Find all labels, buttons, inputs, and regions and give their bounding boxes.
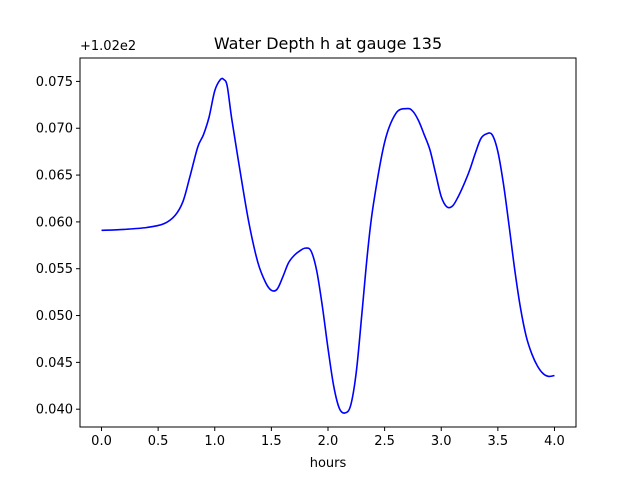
chart-title: Water Depth h at gauge 135 bbox=[214, 34, 442, 53]
y-offset-label: +1.02e2 bbox=[80, 39, 136, 54]
x-tick-label: 0.0 bbox=[91, 434, 112, 449]
series-line bbox=[101, 77, 555, 414]
x-tick-label: 4.0 bbox=[544, 434, 565, 449]
x-ticks: 0.0 0.5 1.0 1.5 2.0 2.5 3.0 3.5 4.0 bbox=[91, 427, 565, 449]
y-tick-label: 0.070 bbox=[36, 122, 73, 137]
x-tick-label: 3.5 bbox=[488, 434, 509, 449]
y-tick-label: 0.060 bbox=[36, 215, 73, 230]
y-tick-label: 0.075 bbox=[36, 75, 73, 90]
x-tick-label: 1.0 bbox=[204, 434, 225, 449]
y-tick-label: 0.050 bbox=[36, 309, 73, 324]
x-tick-label: 2.0 bbox=[318, 434, 339, 449]
plot-frame bbox=[79, 57, 577, 428]
y-ticks: 0.040 0.045 0.050 0.055 0.060 0.065 0.070 0.075 bbox=[36, 75, 80, 418]
y-tick-label: 0.040 bbox=[36, 403, 73, 418]
y-tick-label: 0.045 bbox=[36, 356, 73, 371]
y-tick-label: 0.065 bbox=[36, 169, 73, 184]
x-tick-label: 1.5 bbox=[261, 434, 282, 449]
y-tick-label: 0.055 bbox=[36, 262, 73, 277]
data-lines bbox=[101, 77, 555, 414]
x-tick-label: 2.5 bbox=[374, 434, 395, 449]
x-tick-label: 0.5 bbox=[148, 434, 169, 449]
x-axis-label: hours bbox=[310, 456, 347, 471]
x-tick-label: 3.0 bbox=[431, 434, 452, 449]
